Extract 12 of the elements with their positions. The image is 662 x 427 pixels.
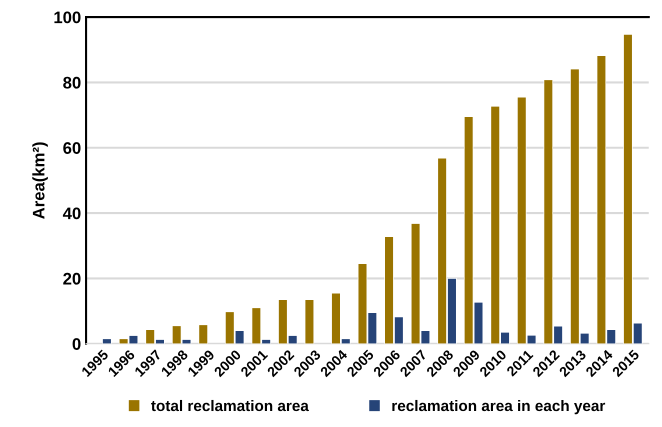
y-tick-label: 60 xyxy=(63,142,81,154)
y-axis-title: Area(km²) xyxy=(32,142,48,219)
legend-label: reclamation area in each year xyxy=(392,400,606,414)
y-tick-label: 40 xyxy=(62,207,81,220)
legend-label: total reclamation area xyxy=(151,400,309,412)
y-tick-label: 20 xyxy=(63,272,81,285)
y-tick-label: 80 xyxy=(63,76,81,89)
y-tick-label: 100 xyxy=(54,11,81,24)
bar xyxy=(102,338,112,344)
bar xyxy=(198,324,208,344)
bar xyxy=(304,299,314,344)
y-tick-label: 0 xyxy=(72,338,81,350)
